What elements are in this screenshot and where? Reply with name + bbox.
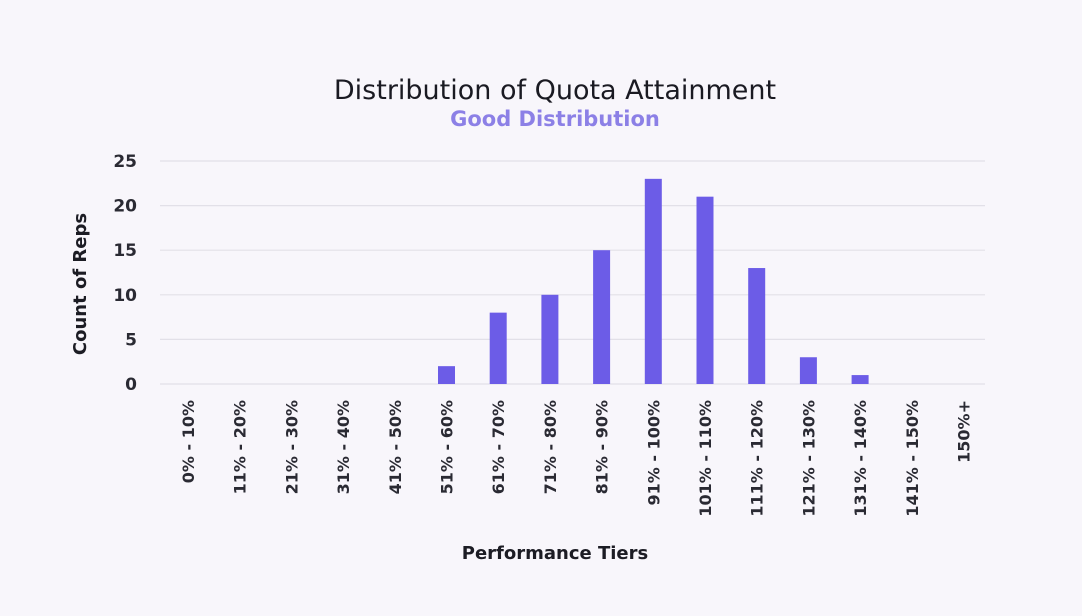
y-tick-label: 10 [113, 286, 137, 306]
bars [438, 178, 869, 384]
x-tick-label: 141% - 150% [903, 400, 922, 517]
x-axis-ticks: 0% - 10% 11% - 20% 21% - 30% 31% - 40% 41% -… [179, 400, 974, 517]
bar [696, 196, 714, 384]
y-tick-label: 20 [113, 197, 137, 217]
x-tick-label: 21% - 30% [282, 400, 301, 494]
x-tick-label: 131% - 140% [851, 400, 870, 517]
y-tick-label: 5 [125, 330, 137, 350]
bar [748, 268, 766, 384]
x-tick-label: 11% - 20% [231, 400, 250, 494]
x-tick-label: 81% - 90% [593, 400, 612, 494]
x-tick-label: 51% - 60% [438, 400, 457, 494]
y-axis-label: Count of Reps [70, 213, 91, 355]
x-tick-label: 121% - 130% [799, 400, 818, 517]
y-tick-label: 0 [125, 375, 137, 395]
y-axis-ticks: 0 5 10 15 20 25 [113, 152, 137, 395]
y-tick-label: 25 [113, 152, 137, 172]
x-tick-label: 91% - 100% [644, 400, 663, 506]
x-axis-label: Performance Tiers [462, 543, 648, 564]
x-tick-label: 101% - 110% [696, 400, 715, 517]
x-tick-label: 41% - 50% [386, 400, 405, 494]
bar [438, 366, 455, 384]
gridlines [160, 160, 985, 385]
x-tick-label: 31% - 40% [334, 400, 353, 494]
bar [593, 250, 611, 384]
bar [799, 357, 817, 384]
x-tick-label: 61% - 70% [489, 400, 508, 494]
bar [489, 312, 507, 384]
chart-title: Distribution of Quota Attainment [334, 75, 776, 106]
x-tick-label: 71% - 80% [541, 400, 560, 494]
x-tick-label: 0% - 10% [179, 400, 198, 483]
bar [541, 294, 559, 384]
chart-subtitle: Good Distribution [450, 107, 660, 131]
bar [644, 178, 662, 384]
y-tick-label: 15 [113, 241, 137, 261]
x-tick-label: 111% - 120% [748, 400, 767, 517]
bar [851, 375, 869, 384]
x-tick-label: 150%+ [955, 400, 974, 463]
